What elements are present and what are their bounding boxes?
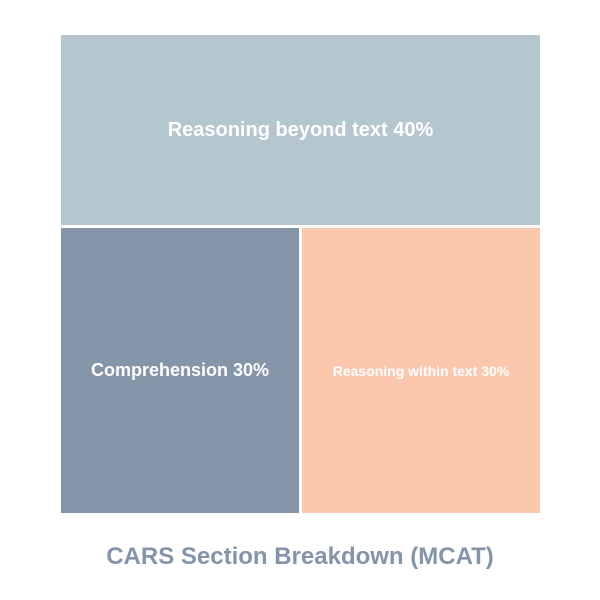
tile-label-reasoning-beyond-text: Reasoning beyond text 40%	[167, 118, 434, 141]
treemap-tile-reasoning-beyond-text: Reasoning beyond text 40%	[61, 35, 540, 225]
treemap-tile-reasoning-within-text: Reasoning within text 30%	[302, 228, 540, 513]
tile-label-reasoning-within-text: Reasoning within text 30%	[332, 362, 510, 379]
tile-label-comprehension: Comprehension 30%	[90, 360, 270, 380]
treemap-tile-comprehension: Comprehension 30%	[61, 228, 299, 513]
chart-title: CARS Section Breakdown (MCAT)	[106, 543, 494, 570]
